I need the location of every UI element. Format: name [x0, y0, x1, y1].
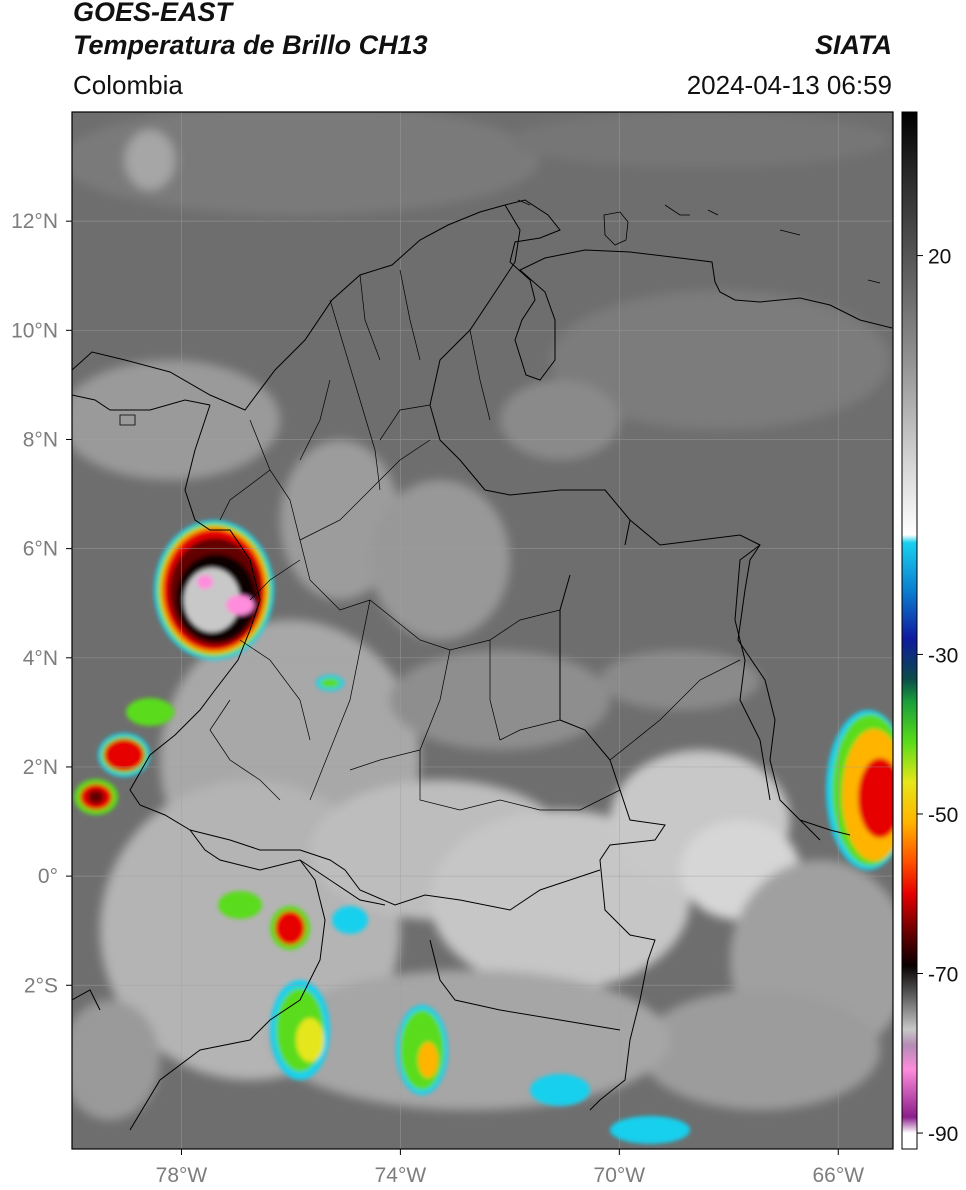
lat-tick-label: 2°N — [23, 756, 58, 779]
pacific-coast — [129, 404, 386, 906]
lat-tick-labels: 12°N 10°N 8°N 6°N 4°N 2°N 0° 2°S — [11, 210, 72, 997]
product-title: Temperatura de Brillo CH13 — [73, 30, 428, 60]
region-label: Colombia — [73, 70, 183, 100]
island-details — [119, 199, 881, 426]
agency-label: SIATA — [815, 30, 892, 60]
lat-tick-label: 4°N — [23, 647, 58, 670]
peru-brazil-south — [72, 939, 621, 1031]
convective-cells — [74, 520, 893, 1144]
ecuador-border — [129, 829, 601, 1131]
storm-cell-pacific — [154, 520, 274, 660]
graticule — [72, 112, 893, 1149]
map-panel — [72, 112, 893, 1149]
lat-tick-label: 6°N — [23, 538, 58, 561]
colorbar-tick-label: -70 — [928, 964, 958, 987]
colorbar: 20 -30 -50 -70 -90 — [901, 111, 958, 1150]
interior-departments — [209, 269, 741, 811]
lat-tick-label: 2°S — [24, 974, 58, 997]
lon-tick-label: 78°W — [156, 1164, 208, 1187]
caribbean-coast — [72, 199, 893, 411]
lat-tick-label: 8°N — [23, 428, 58, 451]
boundary-lines — [72, 199, 893, 1131]
colorbar-tick-label: 20 — [928, 246, 951, 269]
storm-cell-east — [826, 710, 893, 870]
lon-tick-label: 66°W — [812, 1164, 864, 1187]
venezuela-east — [734, 544, 851, 836]
lat-tick-label: 10°N — [11, 319, 58, 342]
storm-cell-coast — [74, 698, 174, 815]
lon-tick-label: 74°W — [375, 1164, 427, 1187]
lat-tick-label: 0° — [38, 865, 58, 888]
brazil-peru-border — [559, 519, 666, 1111]
map-frame — [71, 111, 894, 1150]
colorbar-tick-label: -90 — [928, 1123, 958, 1146]
colorbar-scale — [901, 111, 918, 1150]
panama-isthmus — [72, 394, 211, 411]
storm-cell-south — [218, 675, 690, 1144]
lat-tick-label: 12°N — [11, 210, 58, 233]
colorbar-tick-label: -50 — [928, 804, 958, 827]
satellite-name: GOES-EAST — [73, 0, 233, 27]
lon-tick-labels: 78°W 74°W 70°W 66°W — [156, 1149, 864, 1187]
lon-tick-label: 70°W — [594, 1164, 646, 1187]
datetime-label: 2024-04-13 06:59 — [686, 70, 892, 100]
colorbar-tick-label: -30 — [928, 644, 958, 667]
colorbar-tick-labels: 20 -30 -50 -70 -90 — [917, 246, 958, 1146]
cloud-field-layer — [72, 112, 893, 1120]
